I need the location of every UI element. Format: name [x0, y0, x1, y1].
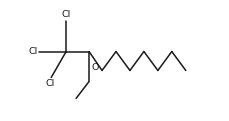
Text: Cl: Cl	[28, 47, 37, 56]
Text: O: O	[91, 63, 98, 72]
Text: Cl: Cl	[45, 79, 55, 88]
Text: Cl: Cl	[61, 10, 71, 19]
